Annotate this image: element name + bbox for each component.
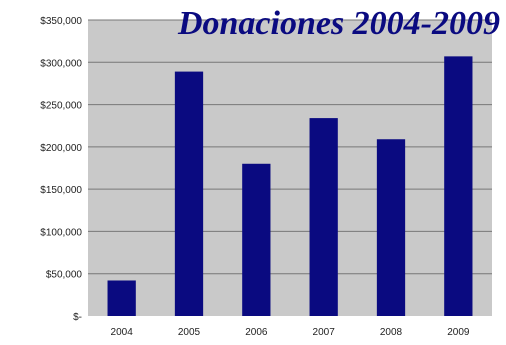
x-tick-label: 2007 [313, 327, 336, 338]
bar-2004 [107, 280, 136, 316]
x-tick-label: 2009 [447, 327, 470, 338]
bars [107, 56, 473, 317]
y-tick-label: $350,000 [40, 16, 82, 27]
y-tick-label: $50,000 [46, 270, 83, 281]
y-tick-label: $200,000 [40, 143, 82, 154]
bar-2007 [309, 118, 338, 316]
y-tick-label: $- [73, 312, 82, 323]
x-tick-label: 2006 [245, 327, 268, 338]
bar-2006 [242, 163, 271, 316]
y-tick-label: $150,000 [40, 185, 82, 196]
bar-2009 [444, 56, 473, 316]
bar-2005 [174, 71, 204, 317]
gridlines [88, 19, 492, 275]
bar-2008 [376, 139, 406, 316]
x-axis-ticks: 2004 2005 2006 2007 2008 2009 [111, 327, 470, 338]
plot-area [88, 20, 492, 316]
x-tick-label: 2008 [380, 327, 403, 338]
y-axis-ticks: $- $50,000 $100,000 $150,000 $200,000 $250,00… [40, 16, 82, 323]
x-tick-label: 2005 [178, 327, 201, 338]
y-tick-label: $100,000 [40, 227, 82, 238]
y-tick-label: $300,000 [40, 58, 82, 69]
x-tick-label: 2004 [111, 327, 134, 338]
y-tick-label: $250,000 [40, 101, 82, 112]
chart-title: Donaciones 2004-2009 [177, 5, 500, 42]
